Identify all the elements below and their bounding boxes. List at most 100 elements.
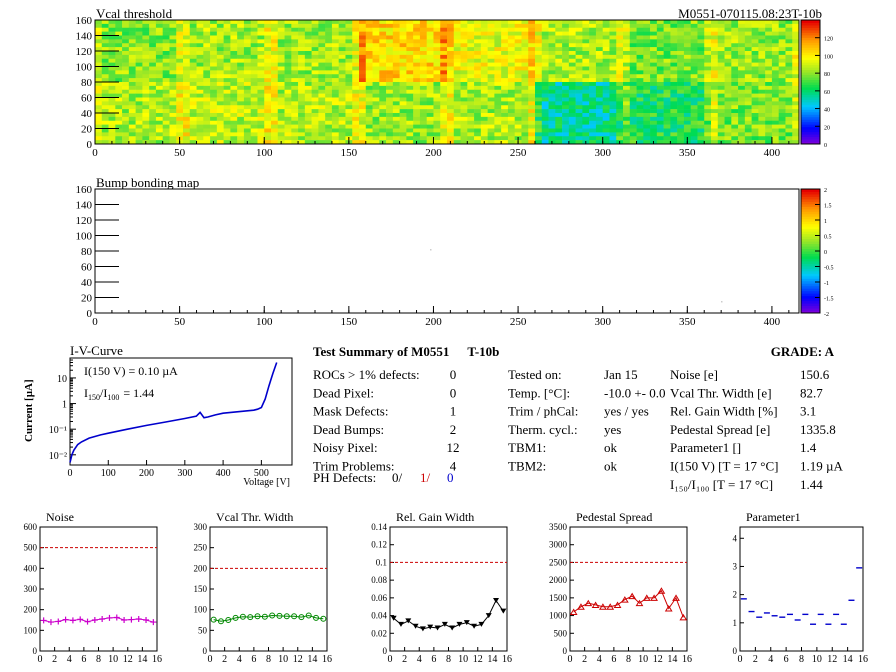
map-pixel-cell bbox=[629, 89, 637, 94]
map-pixel-cell bbox=[203, 47, 211, 52]
map-pixel-cell bbox=[670, 93, 678, 98]
map-pixel-cell bbox=[758, 105, 766, 110]
map-pixel-cell bbox=[243, 70, 251, 75]
roc-y-tick-label: 1000 bbox=[549, 611, 568, 621]
map-pixel-cell bbox=[223, 93, 231, 98]
map-pixel-cell bbox=[690, 43, 698, 48]
map-pixel-cell bbox=[697, 128, 705, 133]
map-pixel-cell bbox=[744, 74, 752, 79]
map-pixel-cell bbox=[325, 39, 333, 44]
map-pixel-cell bbox=[101, 27, 109, 32]
map-pixel-cell bbox=[183, 128, 191, 133]
map-pixel-cell bbox=[541, 116, 549, 122]
summary-right-value: 1.4 bbox=[800, 440, 817, 455]
map-pixel-cell bbox=[663, 20, 671, 25]
summary-left-value: 1 bbox=[450, 404, 457, 419]
map-pixel-cell bbox=[237, 78, 245, 83]
map-pixel-cell bbox=[711, 39, 719, 44]
map-pixel-cell bbox=[575, 47, 583, 52]
map-pixel-cell bbox=[792, 140, 800, 145]
map-pixel-cell bbox=[359, 39, 367, 44]
palette-cell bbox=[801, 139, 820, 143]
palette-cell bbox=[801, 52, 820, 56]
map-pixel-cell bbox=[792, 51, 800, 56]
map-pixel-cell bbox=[149, 113, 157, 118]
map-pixel-cell bbox=[101, 66, 109, 71]
palette-cell bbox=[801, 99, 820, 103]
map-pixel-cell bbox=[480, 136, 488, 141]
map-pixel-cell bbox=[399, 54, 407, 60]
map-pixel-cell bbox=[535, 23, 543, 29]
map-pixel-cell bbox=[162, 113, 170, 118]
map-pixel-cell bbox=[650, 101, 658, 106]
map-pixel-cell bbox=[189, 113, 197, 118]
map-pixel-cell bbox=[751, 132, 759, 137]
map-pixel-cell bbox=[304, 43, 312, 48]
map-pixel-cell bbox=[514, 66, 522, 71]
map-pixel-cell bbox=[555, 124, 563, 129]
map-pixel-cell bbox=[196, 39, 204, 44]
map-pixel-cell bbox=[616, 109, 624, 114]
map-pixel-cell bbox=[623, 113, 631, 118]
summary-right-label: Pedestal Spread [e] bbox=[670, 422, 770, 437]
map-pixel-cell bbox=[155, 51, 163, 56]
roc-x-tick-label: 0 bbox=[568, 654, 573, 665]
map-pixel-cell bbox=[731, 97, 739, 102]
map-pixel-cell bbox=[528, 39, 536, 44]
map-pixel-cell bbox=[426, 74, 434, 79]
map-pixel-cell bbox=[115, 109, 123, 114]
map-pixel-cell bbox=[677, 140, 685, 145]
map-pixel-cell bbox=[433, 31, 441, 36]
map-pixel-cell bbox=[474, 58, 482, 63]
map-pixel-cell bbox=[372, 109, 380, 114]
map-pixel-cell bbox=[338, 70, 346, 75]
map-pixel-cell bbox=[372, 132, 380, 137]
map-pixel-cell bbox=[169, 97, 177, 102]
map-pixel-cell bbox=[257, 51, 265, 56]
map-pixel-cell bbox=[203, 124, 211, 129]
map-pixel-cell bbox=[778, 43, 786, 48]
map-pixel-cell bbox=[216, 35, 224, 40]
map-pixel-cell bbox=[237, 27, 245, 32]
ph-defects-value-2: 1/ bbox=[420, 470, 431, 485]
map-pixel-cell bbox=[514, 97, 522, 102]
map-pixel-cell bbox=[277, 78, 285, 83]
map-pixel-cell bbox=[595, 105, 603, 110]
map-pixel-cell bbox=[792, 35, 800, 40]
roc-y-tick-label: 400 bbox=[24, 563, 38, 573]
map-pixel-cell bbox=[406, 82, 414, 87]
map-pixel-cell bbox=[562, 82, 570, 87]
map-pixel-cell bbox=[447, 82, 455, 87]
map-pixel-cell bbox=[115, 120, 123, 125]
map-pixel-cell bbox=[447, 43, 455, 48]
map-pixel-cell bbox=[487, 47, 495, 52]
map-pixel-cell bbox=[413, 116, 421, 122]
map-pixel-cell bbox=[331, 62, 339, 67]
map-pixel-cell bbox=[521, 39, 529, 44]
map-pixel-cell bbox=[392, 109, 400, 114]
map-pixel-cell bbox=[595, 66, 603, 71]
map-pixel-cell bbox=[433, 136, 441, 141]
map-pixel-cell bbox=[196, 47, 204, 52]
map-pixel-cell bbox=[223, 51, 231, 56]
palette-cell bbox=[801, 310, 820, 314]
map-pixel-cell bbox=[771, 93, 779, 98]
map-pixel-cell bbox=[792, 109, 800, 114]
palette-tick-label: 0 bbox=[824, 143, 827, 149]
map-pixel-cell bbox=[318, 62, 326, 67]
map-pixel-cell bbox=[203, 136, 211, 141]
map-pixel-cell bbox=[115, 39, 123, 44]
map-pixel-cell bbox=[575, 35, 583, 40]
map-pixel-cell bbox=[196, 31, 204, 36]
map-pixel-cell bbox=[311, 109, 319, 114]
map-pixel-cell bbox=[562, 35, 570, 40]
map-pixel-cell bbox=[751, 43, 759, 48]
map-pixel-cell bbox=[379, 97, 387, 102]
map-pixel-cell bbox=[562, 74, 570, 79]
map-pixel-cell bbox=[149, 66, 157, 71]
map-pixel-cell bbox=[426, 120, 434, 125]
map-pixel-cell bbox=[602, 66, 610, 71]
map-pixel-cell bbox=[616, 78, 624, 83]
roc-data-point bbox=[99, 615, 106, 622]
